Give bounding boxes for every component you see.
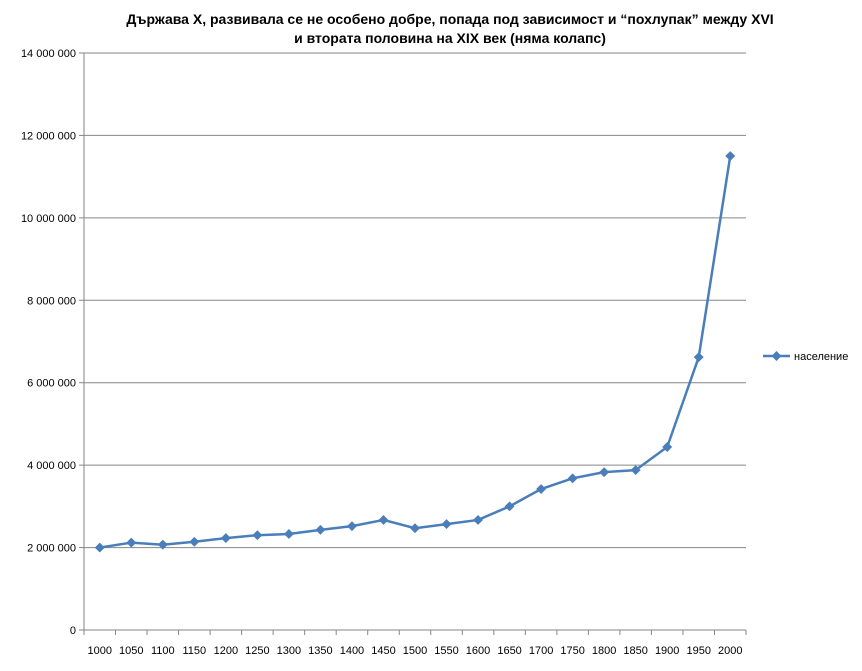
data-point: [441, 519, 452, 530]
series-line: [99, 155, 732, 549]
x-tick-label: 2000: [718, 645, 742, 657]
x-tick-label: 1950: [686, 645, 710, 657]
data-point: [504, 501, 515, 512]
data-point: [157, 539, 168, 550]
x-tick-label: 1100: [151, 645, 175, 657]
x-tick-label: 1200: [214, 645, 238, 657]
data-point: [725, 151, 736, 161]
x-tick-label: 1300: [277, 645, 301, 657]
x-tick-label: 1400: [340, 645, 364, 657]
data-point: [473, 515, 483, 525]
data-point: [567, 473, 578, 484]
chart-title: Държава X, развивала се не особено добре…: [60, 10, 840, 48]
x-tick-label: 1150: [183, 645, 207, 657]
x-tick-label: 1250: [245, 645, 269, 657]
y-tick-label: 10 000 000: [21, 213, 76, 225]
data-point: [94, 542, 105, 553]
data-point: [315, 524, 326, 535]
x-tick-label: 1850: [623, 645, 647, 657]
x-tick-label: 1900: [655, 645, 679, 657]
x-tick-label: 1000: [88, 645, 112, 657]
x-tick-label: 1750: [560, 645, 584, 657]
y-tick-label: 0: [70, 625, 76, 637]
data-point: [252, 530, 263, 541]
x-tick-label: 1350: [308, 645, 332, 657]
x-tick-label: 1650: [497, 645, 521, 657]
legend-label: население: [794, 351, 848, 363]
y-tick-label: 12 000 000: [21, 130, 76, 142]
data-point: [347, 521, 357, 532]
y-tick-label: 14 000 000: [21, 48, 76, 60]
data-point: [536, 484, 547, 494]
data-point: [662, 442, 673, 452]
chart-title-line2: и втората половина на XIX век (няма кола…: [294, 30, 606, 46]
data-point: [189, 536, 200, 547]
x-tick-label: 1050: [119, 645, 143, 657]
x-tick-label: 1600: [466, 645, 490, 657]
x-tick-label: 1500: [403, 645, 427, 657]
data-point: [630, 465, 641, 476]
x-tick-label: 1550: [434, 645, 458, 657]
data-point: [599, 467, 610, 478]
data-point: [693, 352, 704, 363]
x-tick-label: 1450: [371, 645, 395, 657]
data-point: [410, 523, 420, 534]
data-point: [126, 537, 137, 548]
data-point: [220, 533, 231, 544]
data-point: [283, 529, 294, 539]
y-tick-label: 4 000 000: [27, 460, 76, 472]
x-tick-label: 1800: [592, 645, 616, 657]
legend-marker: [771, 351, 782, 361]
y-tick-label: 2 000 000: [27, 543, 76, 555]
chart-title-line1: Държава X, развивала се не особено добре…: [126, 11, 774, 27]
y-tick-label: 6 000 000: [27, 378, 76, 390]
x-tick-label: 1700: [529, 645, 553, 657]
data-point: [378, 515, 389, 525]
y-tick-label: 8 000 000: [27, 295, 76, 307]
